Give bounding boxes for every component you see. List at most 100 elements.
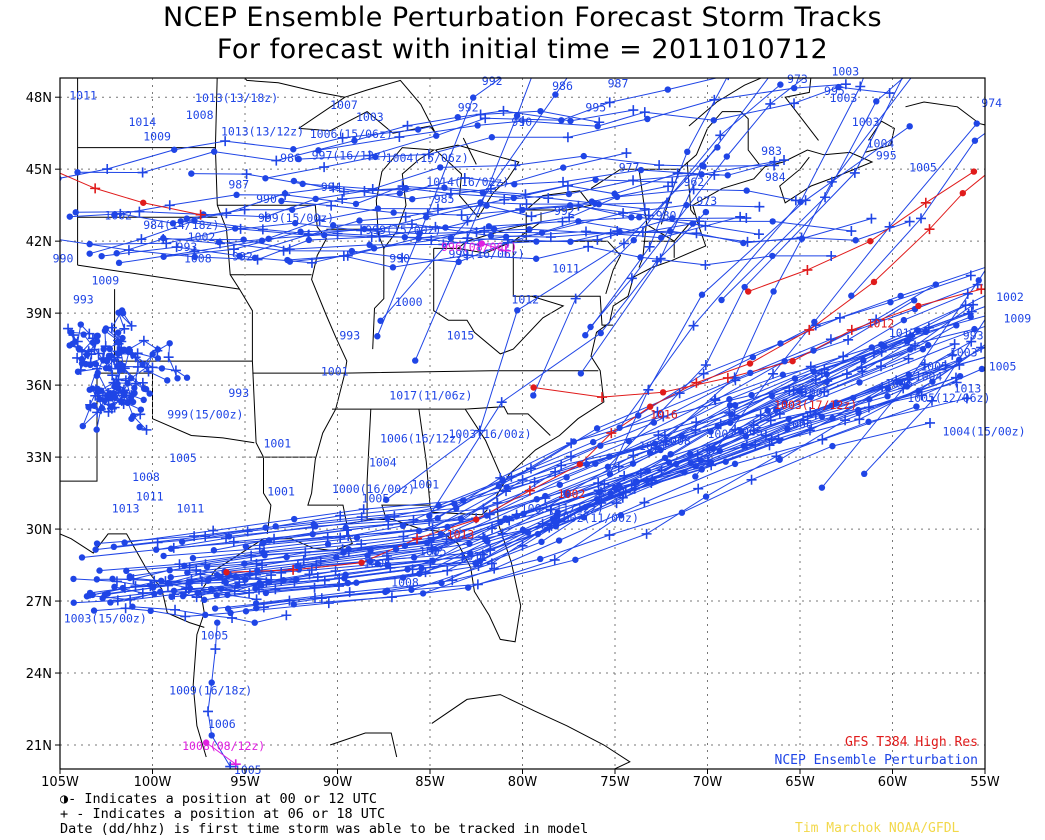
- chart-subtitle: For forecast with initial time = 2011010…: [216, 34, 829, 65]
- offhour-position-cross: [186, 574, 197, 585]
- coast-line: [526, 240, 622, 295]
- synoptic-position-dot: [103, 358, 111, 365]
- synoptic-position-dot: [222, 579, 229, 586]
- pressure-label: 1001: [267, 484, 295, 498]
- offhour-position-cross: [691, 417, 702, 428]
- offhour-position-cross: [968, 12, 978, 22]
- offhour-position-cross: [462, 250, 473, 261]
- synoptic-position-dot: [414, 126, 422, 133]
- synoptic-position-dot: [632, 478, 639, 486]
- offhour-position-cross: [441, 534, 452, 545]
- synoptic-position-dot: [211, 148, 218, 155]
- offhour-position-cross: [423, 149, 434, 160]
- lat-tick-label: 36N: [26, 379, 52, 394]
- offhour-position-cross: [617, 492, 628, 503]
- pressure-label: 992: [458, 101, 479, 115]
- synoptic-position-dot: [442, 224, 449, 231]
- offhour-position-cross: [100, 341, 111, 352]
- synoptic-position-dot: [900, 316, 908, 324]
- offhour-position-cross: [652, 406, 663, 417]
- synoptic-position-dot: [722, 458, 729, 465]
- offhour-position-cross: [688, 320, 699, 331]
- pressure-label: 1008: [391, 576, 419, 590]
- pressure-label: 1011: [177, 501, 205, 515]
- map-axes: 105W 100W 95W 90W 85W 80W 75W 70W 65W 60W 55W 21N 24…: [26, 91, 1000, 790]
- synoptic-position-dot: [742, 433, 750, 440]
- offhour-position-cross: [203, 706, 213, 717]
- synoptic-position-dot: [743, 187, 750, 194]
- synoptic-position-dot: [488, 134, 496, 141]
- synoptic-position-dot: [777, 340, 784, 347]
- offhour-position-cross: [269, 533, 280, 544]
- synoptic-position-dot: [764, 407, 771, 414]
- offhour-position-cross: [614, 0, 624, 9]
- offhour-position-cross: [132, 348, 143, 359]
- synoptic-position-dot: [897, 292, 904, 300]
- storm-track: [533, 288, 982, 398]
- offhour-position-cross: [170, 604, 181, 615]
- coast-line: [298, 79, 436, 134]
- synoptic-position-dot: [191, 253, 199, 261]
- pressure-label: 1008: [663, 434, 691, 448]
- synoptic-position-dot: [513, 112, 521, 119]
- synoptic-position-dot: [580, 514, 588, 521]
- offhour-position-cross: [358, 504, 369, 515]
- offhour-position-cross: [604, 530, 615, 541]
- offhour-position-cross: [804, 425, 815, 436]
- coast-line: [244, 78, 345, 98]
- offhour-position-cross: [72, 352, 83, 363]
- synoptic-position-dot: [83, 351, 91, 359]
- storm-track: [293, 347, 982, 605]
- synoptic-position-dot: [259, 540, 266, 547]
- offhour-position-cross: [655, 253, 666, 264]
- synoptic-position-dot: [83, 593, 91, 600]
- synoptic-position-dot: [438, 579, 445, 587]
- offhour-position-cross: [820, 192, 831, 203]
- offhour-position-cross: [730, 424, 741, 435]
- coast-line: [344, 370, 599, 374]
- offhour-position-cross: [741, 440, 752, 451]
- offhour-position-cross: [805, 361, 816, 372]
- offhour-position-cross: [863, 402, 874, 413]
- pressure-label: 999(15/00z): [365, 223, 441, 237]
- offhour-position-cross: [741, 213, 752, 224]
- synoptic-position-dot: [109, 575, 116, 583]
- offhour-position-cross: [639, 497, 650, 508]
- pressure-label: 1006: [363, 556, 391, 570]
- synoptic-position-dot: [582, 504, 589, 511]
- offhour-position-cross: [866, 213, 877, 224]
- offhour-position-cross: [195, 569, 206, 580]
- offhour-position-cross: [817, 434, 828, 445]
- synoptic-position-dot: [554, 509, 561, 516]
- synoptic-position-dot: [189, 554, 197, 562]
- synoptic-position-dot: [367, 547, 374, 554]
- coast-line: [366, 409, 372, 520]
- synoptic-position-dot: [526, 226, 533, 233]
- offhour-position-cross: [492, 497, 503, 508]
- pressure-label: 995: [876, 149, 897, 163]
- synoptic-position-dot: [96, 567, 103, 574]
- synoptic-position-dot: [404, 566, 411, 573]
- offhour-position-cross: [385, 562, 396, 573]
- synoptic-position-dot: [93, 426, 100, 433]
- offhour-position-cross: [891, 375, 902, 386]
- pressure-label: 995: [585, 101, 606, 115]
- pressure-label: 1002(11/00z): [556, 511, 639, 525]
- pressure-label: 1005: [909, 161, 937, 175]
- synoptic-position-dot: [616, 424, 623, 431]
- offhour-position-cross: [485, 183, 496, 194]
- synoptic-position-dot: [412, 357, 419, 364]
- lat-tick-label: 27N: [26, 595, 52, 610]
- note-offhour-marker: + - Indicates a position at 06 or 18 UTC: [60, 806, 386, 822]
- pressure-label: 1017: [889, 326, 917, 340]
- synoptic-position-dot: [419, 590, 427, 597]
- offhour-position-cross: [142, 362, 153, 373]
- offhour-position-cross: [120, 375, 131, 386]
- offhour-position-cross: [849, 167, 860, 178]
- offhour-position-cross: [356, 512, 367, 523]
- offhour-position-cross: [500, 245, 511, 256]
- storm-track: [265, 377, 957, 594]
- offhour-position-cross: [229, 586, 240, 597]
- synoptic-position-dot: [94, 332, 101, 340]
- synoptic-position-dot: [698, 466, 705, 473]
